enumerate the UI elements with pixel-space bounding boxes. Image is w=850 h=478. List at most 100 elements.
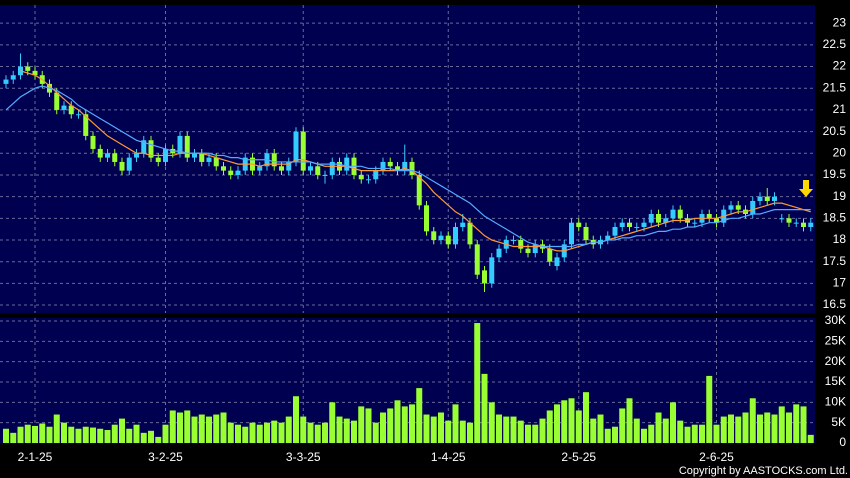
candle-body <box>706 213 712 219</box>
volume-bar <box>126 428 133 443</box>
candle-body <box>112 153 118 162</box>
candle-body <box>206 157 212 162</box>
candle-body <box>634 227 640 229</box>
volume-bar <box>278 422 285 443</box>
candle-body <box>221 166 226 171</box>
candle-body <box>656 213 661 223</box>
volume-bar <box>691 424 698 443</box>
volume-bar <box>488 402 495 443</box>
volume-bar <box>307 422 314 443</box>
volume-bar <box>285 416 292 443</box>
candle-body <box>32 70 38 76</box>
candle-body <box>199 153 205 162</box>
y-tick-label: 19.5 <box>823 167 847 181</box>
y-tick-label: 21.5 <box>823 80 847 94</box>
candle-body <box>126 157 132 171</box>
volume-bar <box>510 416 517 443</box>
candle-body <box>235 170 241 175</box>
candle-body <box>373 170 379 180</box>
volume-bar <box>351 420 357 443</box>
x-tick-label: 2-1-25 <box>18 450 53 464</box>
y-tick-label: 17.5 <box>823 254 847 268</box>
volume-bar <box>619 408 626 443</box>
volume-bar <box>24 424 31 443</box>
y2-tick-label: 0 <box>839 435 846 449</box>
x-tick-label: 3-2-25 <box>148 450 183 464</box>
volume-bar <box>329 402 336 443</box>
volume-bar <box>300 416 307 443</box>
candle-body <box>467 222 473 245</box>
candle-body <box>83 114 89 136</box>
volume-bar <box>235 424 241 443</box>
volume-bar <box>503 416 510 443</box>
volume-bar <box>728 414 734 443</box>
candle-body <box>786 218 792 223</box>
candle-body <box>532 244 538 254</box>
volume-bar <box>597 414 604 443</box>
candle-body <box>453 227 458 245</box>
volume-bar <box>771 414 778 443</box>
volume-bar <box>39 423 46 443</box>
candle-body <box>424 205 429 232</box>
volume-bar <box>568 398 575 443</box>
candle-body <box>61 105 67 110</box>
candle-body <box>677 209 683 219</box>
candle-body <box>300 131 306 171</box>
volume-bar <box>409 404 415 443</box>
x-tick-label: 2-5-25 <box>561 450 596 464</box>
volume-bar <box>539 418 546 443</box>
candle-body <box>257 166 263 171</box>
volume-bar <box>155 436 162 443</box>
candle-body <box>482 270 487 284</box>
volume-bar <box>3 428 9 443</box>
volume-bar <box>423 414 430 443</box>
volume-bar <box>32 425 38 443</box>
volume-bar <box>242 426 249 443</box>
volume-bar <box>68 426 75 443</box>
volume-bar <box>293 396 299 443</box>
volume-bar <box>481 373 488 443</box>
candle-body <box>547 248 553 262</box>
candle-body <box>358 174 364 180</box>
candle-body <box>496 248 502 258</box>
arrow-marker <box>799 180 813 197</box>
candle-body <box>105 153 110 158</box>
volume-bar <box>198 414 205 443</box>
candle-body <box>141 140 147 154</box>
volume-bar <box>786 412 792 443</box>
volume-bar <box>162 424 169 443</box>
candle-body <box>612 227 618 236</box>
candle-body <box>511 240 516 242</box>
volume-bar <box>677 420 684 443</box>
candle-body <box>445 235 451 245</box>
candle-body <box>308 166 313 171</box>
volume-bar <box>590 418 597 443</box>
volume-bar <box>699 424 705 443</box>
candle-body <box>409 161 415 175</box>
volume-bar <box>365 408 372 443</box>
y2-tick-label: 30K <box>825 313 846 327</box>
volume-bar <box>641 428 647 443</box>
y-tick-label: 21 <box>833 102 847 116</box>
volume-bar <box>459 420 466 443</box>
volume-bar <box>372 422 379 443</box>
volume-bar <box>438 412 444 443</box>
candle-body <box>460 222 466 228</box>
volume-bar <box>706 375 713 443</box>
candle-body <box>670 209 676 219</box>
candle-body <box>402 161 408 171</box>
candle-body <box>714 218 719 223</box>
volume-bar <box>684 426 691 443</box>
candle-body <box>416 174 422 206</box>
candle-body <box>735 205 741 210</box>
candle-body <box>627 222 632 228</box>
volume-bar <box>474 323 481 443</box>
candle-body <box>68 105 74 115</box>
volume-bar <box>764 412 771 443</box>
volume-bar <box>800 406 807 443</box>
candle-body <box>489 257 495 284</box>
y-tick-label: 22.5 <box>823 37 847 51</box>
candle-body <box>764 196 770 201</box>
volume-bar <box>111 424 118 443</box>
